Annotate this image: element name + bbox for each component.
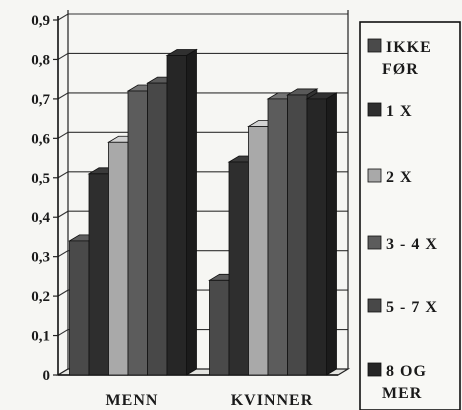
x-category-label: MENN (106, 392, 159, 409)
legend-swatch (367, 298, 382, 313)
bar-side (326, 92, 337, 376)
y-tick-label: 0,8 (31, 52, 50, 68)
legend-label: MER (382, 385, 422, 402)
bars (68, 48, 338, 376)
y-tick-label: 0,7 (31, 92, 50, 108)
legend-box (359, 21, 461, 410)
legend-label: FØR (382, 61, 419, 78)
bar-front (209, 279, 230, 376)
y-axis-ticks: 0 0,1 0,2 0,3 0,4 0,5 0,6 0,7 0,8 0,9 (31, 13, 58, 384)
y-tick-label: 0,5 (31, 171, 50, 187)
bar-front (287, 94, 308, 376)
bar (305, 92, 338, 376)
legend-label: 1 X (386, 103, 413, 120)
bar-front (166, 55, 187, 376)
legend-swatch (367, 168, 382, 183)
y-tick-label: 0,2 (31, 289, 50, 305)
bar-side (186, 48, 197, 376)
bar-front (127, 90, 148, 376)
bar-front (69, 240, 90, 376)
y-tick-label: 0,3 (31, 250, 50, 266)
gridline (57, 52, 348, 60)
legend-label: 5 - 7 X (386, 299, 438, 316)
x-axis-labels: MENN KVINNER (106, 392, 314, 409)
legend-label: 3 - 4 X (386, 236, 438, 253)
bar-front (108, 141, 129, 376)
bar-front (228, 161, 249, 376)
legend-label: 2 X (386, 169, 413, 186)
bar-front (306, 98, 327, 376)
bar-front (267, 98, 288, 376)
y-tick-label: 0,9 (31, 13, 50, 29)
legend-label: IKKE (386, 39, 432, 56)
y-tick-label: 0,1 (31, 329, 50, 345)
legend-swatch (367, 235, 382, 250)
bar-front (147, 82, 168, 376)
legend-swatch (367, 102, 382, 117)
legend-swatch (367, 362, 382, 377)
legend-swatch (367, 38, 382, 53)
y-tick-label: 0,6 (31, 131, 50, 147)
gridline (57, 13, 348, 21)
legend-label: 8 OG (386, 363, 427, 380)
bar-front (248, 126, 269, 376)
bar (165, 48, 198, 376)
y-tick-label: 0,4 (31, 210, 50, 226)
legend: IKKE FØR 1 X 2 X 3 - 4 X 5 - 7 X 8 OG MER (359, 21, 461, 410)
x-category-label: KVINNER (231, 392, 314, 409)
y-tick-label: 0 (43, 368, 51, 384)
bar-front (88, 173, 109, 376)
